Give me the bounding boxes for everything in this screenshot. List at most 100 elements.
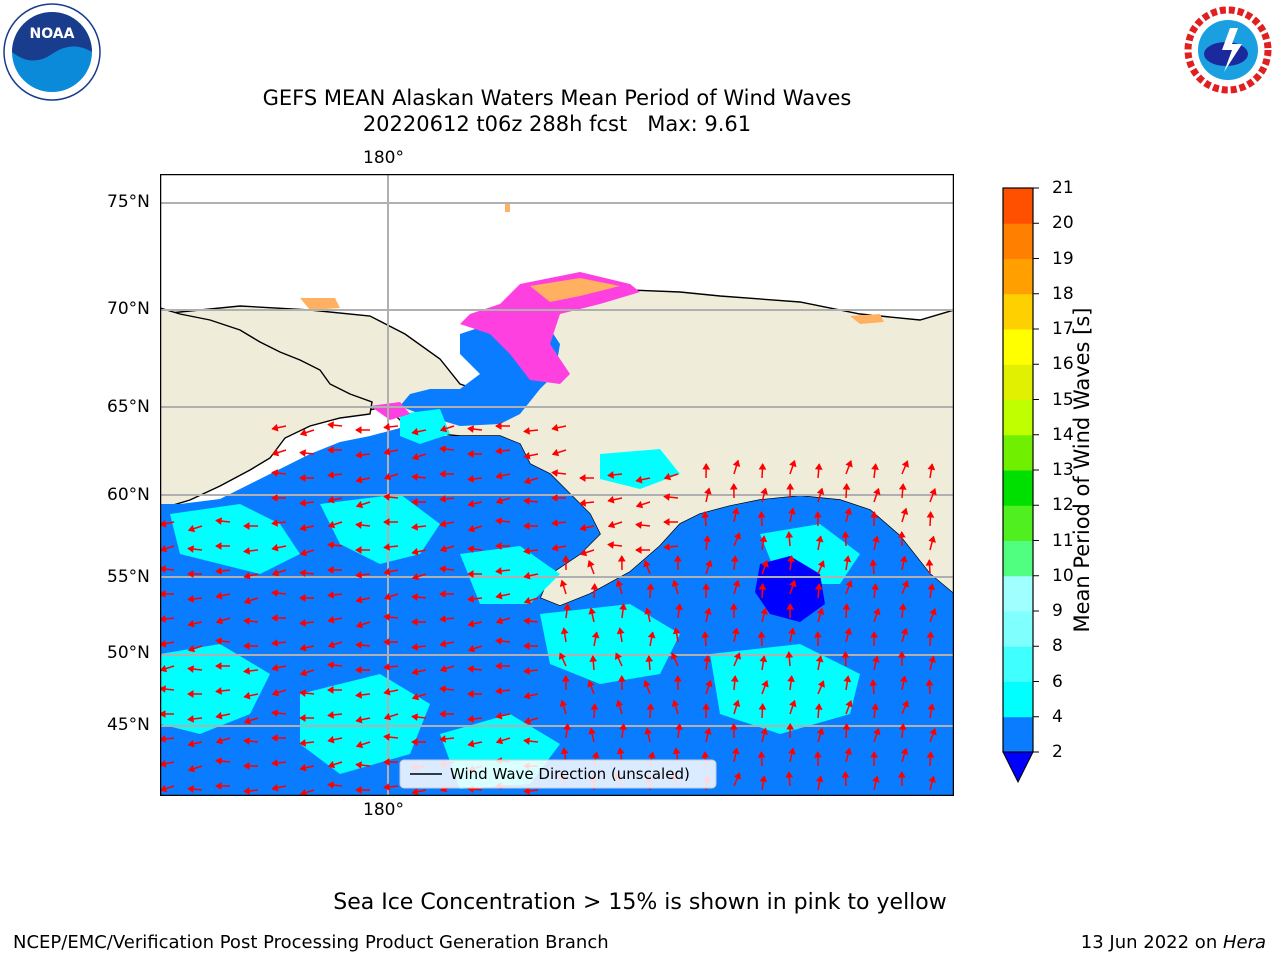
wind-arrow-head [355,740,364,749]
svg-text:NOAA: NOAA [30,26,75,42]
wind-arrow-head [215,757,223,765]
wind-arrow-head [760,487,768,495]
wind-arrow-head [439,495,447,503]
wind-arrow-head [815,535,824,543]
wind-arrow-head [383,472,392,481]
wind-arrow-head [560,627,569,635]
wind-arrow-head [187,715,195,723]
wind-arrow-head [617,675,626,682]
wind-arrow-head [495,567,503,575]
wind-arrow-head [187,739,195,748]
gridlines [160,174,954,796]
wind-arrow-head [495,637,503,645]
wind-arrow-head [675,723,683,730]
wind-arrow-head [871,703,879,710]
wind-arrow-head [327,781,335,789]
wind-arrow-head [523,787,531,795]
wind-arrow-head [467,619,475,628]
colorbar-tick-label: 21 [1052,178,1074,198]
wind-arrow-head [467,499,475,508]
colorbar-bin [1003,293,1033,330]
wind-arrow-head [411,547,419,556]
wind-arrow-head [355,521,363,529]
wind-arrow-head [355,546,362,554]
colorbar-tick-label: 6 [1052,671,1063,692]
wind-arrow-head [383,638,390,646]
wind-arrow-head [899,675,908,683]
wind-arrow-head [523,691,531,700]
colorbar-tick-label: 16 [1052,354,1074,375]
colorbar-bin [1003,329,1033,365]
wind-arrow-head [729,723,738,730]
wind-arrow-head [873,727,881,736]
wind-arrow-head [579,523,587,532]
wind-arrow-head [559,579,568,588]
wind-arrow-head [299,739,307,747]
wind-arrow-head [383,712,392,721]
wind-arrow-head [411,473,419,481]
wind-arrow-head [843,555,852,563]
wind-arrow-head [643,559,651,568]
wind-arrow-head [899,555,908,563]
wind-arrow-head [355,715,363,724]
wind-arrow-head [467,739,475,748]
wind-arrow-head [355,475,363,484]
wind-arrow-head [789,579,797,588]
wind-arrow-head [590,583,599,590]
wind-arrow-head [925,559,934,566]
footer-host: Hera [1222,932,1266,953]
wind-arrow-head [873,607,881,616]
wind-arrow-head [814,703,823,710]
wind-arrow-head [299,643,307,652]
wind-arrow-head [383,687,391,696]
wind-arrow-head [411,452,420,461]
wind-arrow-head [383,613,391,621]
wind-arrow-head [635,475,643,484]
wind-arrow-head [617,555,626,562]
colorbar-tick-label: 9 [1052,601,1063,621]
colorbar-bin [1003,470,1033,506]
wind-arrow-head [243,667,251,675]
colorbar-tick-label: 18 [1052,283,1074,304]
colorbar-tick-label: 17 [1052,319,1074,339]
wind-arrow-head [870,751,879,758]
wind-arrow-head [215,687,223,695]
wind-arrow-head [243,716,252,725]
wind-arrow-head [607,520,616,529]
wind-arrow-head [561,675,570,682]
wind-arrow-head [271,783,279,792]
wind-arrow-head [299,474,306,482]
wind-arrow-head [926,511,935,518]
wind-arrow-head [439,664,448,673]
wind-arrow-head [757,511,766,518]
wind-arrow-head [411,498,418,506]
wind-arrow-head [705,679,713,688]
wind-arrow-head [705,559,713,568]
colorbar-tick-label: 10 [1052,565,1074,586]
wind-arrow-head [928,655,936,663]
wind-arrow-head [160,710,166,718]
wind-arrow-head [551,519,559,527]
wind-arrow-head [785,651,794,658]
wind-arrow-head [663,518,670,526]
wind-arrow-head [841,771,850,778]
wind-arrow-head [411,427,419,436]
wind-arrow-head [643,679,651,688]
colorbar [1002,187,1039,784]
wind-arrow-head [761,679,769,688]
wind-arrow-head [869,559,878,566]
wind-arrow-head [588,607,596,615]
wind-arrow-head [160,590,166,598]
wind-arrow-head [757,631,766,638]
wind-arrow-head [813,751,822,758]
wind-arrow-head [355,620,364,629]
nws-logo [1180,2,1276,102]
wind-arrow-head [411,667,419,676]
noaa-logo: NOAA [2,2,102,106]
wind-arrow-head [327,471,335,479]
wind-arrow-head [816,727,825,736]
wind-arrow-head [647,631,656,639]
wind-arrow-head [439,445,447,453]
wind-arrow-head [815,775,824,783]
wind-arrow-head [299,449,307,457]
